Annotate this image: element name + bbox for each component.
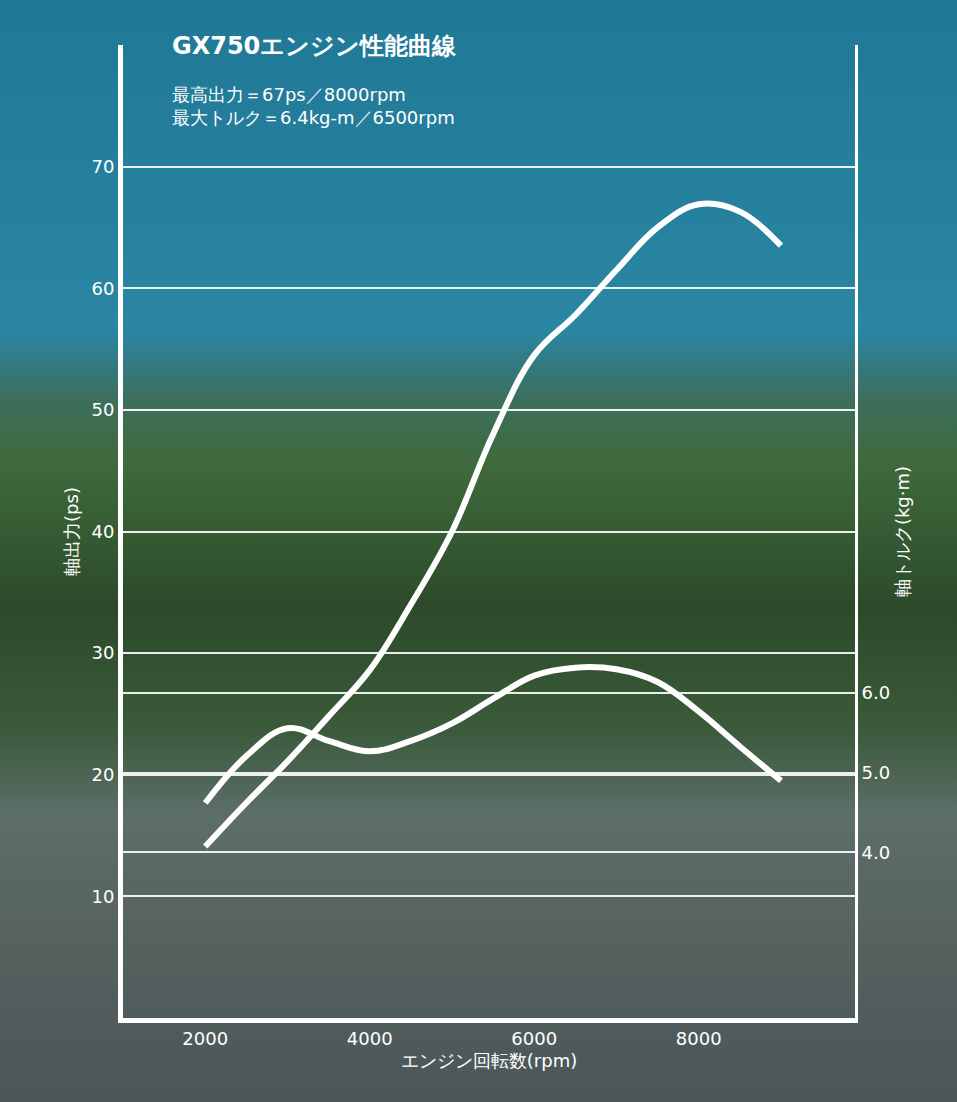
svg-text:70: 70: [91, 156, 114, 177]
svg-text:6.0: 6.0: [862, 682, 891, 703]
svg-text:5.0: 5.0: [862, 762, 891, 783]
svg-text:GX750エンジン性能曲線: GX750エンジン性能曲線: [172, 32, 457, 60]
svg-text:10: 10: [91, 886, 114, 907]
svg-text:50: 50: [91, 399, 114, 420]
svg-text:軸出力(ps): 軸出力(ps): [61, 487, 82, 576]
svg-text:60: 60: [91, 278, 114, 299]
svg-text:4.0: 4.0: [862, 842, 891, 863]
svg-text:軸トルク(kg·m): 軸トルク(kg·m): [892, 466, 913, 597]
svg-text:6000: 6000: [511, 1028, 557, 1049]
svg-text:8000: 8000: [676, 1028, 722, 1049]
svg-text:エンジン回転数(rpm): エンジン回転数(rpm): [401, 1050, 577, 1071]
svg-text:30: 30: [91, 642, 114, 663]
svg-text:最高出力＝67ps／8000rpm最大トルク＝6.4kg-m: 最高出力＝67ps／8000rpm最大トルク＝6.4kg-m／6500rpm: [172, 84, 455, 128]
svg-text:20: 20: [91, 764, 114, 785]
svg-text:40: 40: [91, 521, 114, 542]
svg-text:4000: 4000: [347, 1028, 393, 1049]
svg-text:2000: 2000: [182, 1028, 228, 1049]
